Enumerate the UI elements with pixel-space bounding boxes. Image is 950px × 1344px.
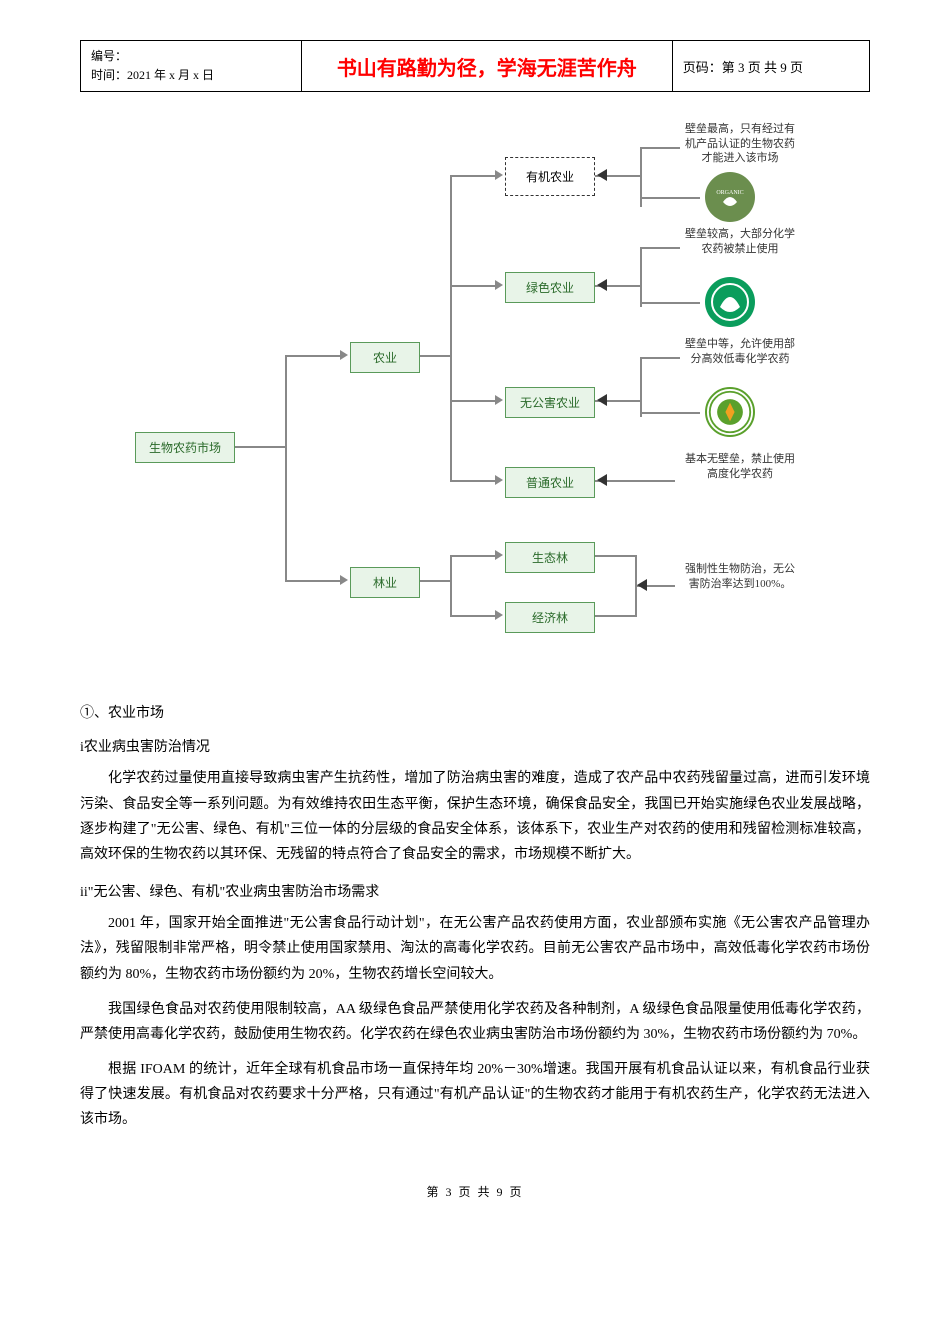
paragraph-4: 根据 IFOAM 的统计，近年全球有机食品市场一直保持年均 20%－30%增速。… bbox=[80, 1057, 870, 1133]
arrow-icon bbox=[495, 395, 503, 405]
line bbox=[595, 480, 675, 482]
arrow-icon bbox=[495, 280, 503, 290]
node-safe: 无公害农业 bbox=[505, 387, 595, 418]
line bbox=[640, 412, 700, 414]
line bbox=[450, 615, 495, 617]
organic-logo-icon: ORGANIC bbox=[705, 172, 755, 222]
node-green: 绿色农业 bbox=[505, 272, 595, 303]
arrow-icon bbox=[340, 350, 348, 360]
page-header: 编号： 时间：2021 年 x 月 x 日 书山有路勤为径，学海无涯苦作舟 页码… bbox=[80, 40, 870, 92]
line bbox=[595, 615, 635, 617]
line bbox=[450, 400, 495, 402]
line bbox=[640, 247, 642, 307]
line bbox=[420, 580, 450, 582]
arrow-icon bbox=[495, 550, 503, 560]
note-organic: 壁垒最高，只有经过有机产品认证的生物农药才能进入该市场 bbox=[680, 122, 800, 165]
line bbox=[450, 175, 452, 480]
note-forest: 强制性生物防治，无公害防治率达到100%。 bbox=[680, 562, 800, 591]
market-diagram: 生物农药市场 农业 林业 有机农业 绿色农业 无公害农业 普通农业 生态林 经济… bbox=[115, 122, 835, 662]
line bbox=[595, 555, 635, 557]
node-agri: 农业 bbox=[350, 342, 420, 373]
doc-time: 时间：2021 年 x 月 x 日 bbox=[91, 66, 291, 85]
section-1-title: ①、农业市场 bbox=[80, 702, 870, 722]
arrow-icon bbox=[597, 279, 607, 291]
node-organic: 有机农业 bbox=[505, 157, 595, 196]
node-econ: 经济林 bbox=[505, 602, 595, 633]
line bbox=[450, 175, 495, 177]
svg-text:ORGANIC: ORGANIC bbox=[716, 190, 743, 196]
line bbox=[640, 302, 700, 304]
node-forest: 林业 bbox=[350, 567, 420, 598]
arrow-icon bbox=[495, 610, 503, 620]
node-eco: 生态林 bbox=[505, 542, 595, 573]
line bbox=[450, 555, 495, 557]
paragraph-3: 我国绿色食品对农药使用限制较高，AA 级绿色食品严禁使用化学农药及各种制剂，A … bbox=[80, 997, 870, 1047]
note-normal: 基本无壁垒，禁止使用高度化学农药 bbox=[680, 452, 800, 481]
arrow-icon bbox=[495, 475, 503, 485]
paragraph-2: 2001 年，国家开始全面推进"无公害食品行动计划"，在无公害产品农药使用方面，… bbox=[80, 911, 870, 987]
note-safe: 壁垒中等，允许使用部分高效低毒化学农药 bbox=[680, 337, 800, 366]
line bbox=[285, 580, 340, 582]
line bbox=[640, 247, 680, 249]
line bbox=[285, 355, 287, 580]
line bbox=[235, 446, 285, 448]
section-2-sub: ii"无公害、绿色、有机"农业病虫害防治市场需求 bbox=[80, 881, 870, 901]
page-footer: 第 3 页 共 9 页 bbox=[80, 1183, 870, 1200]
line bbox=[450, 555, 452, 615]
arrow-icon bbox=[597, 394, 607, 406]
line bbox=[420, 355, 450, 357]
arrow-icon bbox=[340, 575, 348, 585]
green-logo-icon bbox=[705, 277, 755, 327]
paragraph-1: 化学农药过量使用直接导致病虫害产生抗药性，增加了防治病虫害的难度，造成了农产品中… bbox=[80, 766, 870, 867]
arrow-icon bbox=[597, 169, 607, 181]
node-normal: 普通农业 bbox=[505, 467, 595, 498]
line bbox=[640, 147, 680, 149]
section-1-sub: i农业病虫害防治情况 bbox=[80, 736, 870, 756]
header-motto: 书山有路勤为径，学海无涯苦作舟 bbox=[301, 41, 672, 92]
header-page: 页码：第 3 页 共 9 页 bbox=[672, 41, 869, 92]
line bbox=[450, 480, 495, 482]
note-green: 壁垒较高，大部分化学农药被禁止使用 bbox=[680, 227, 800, 256]
line bbox=[640, 357, 680, 359]
safe-logo-icon bbox=[705, 387, 755, 437]
node-root: 生物农药市场 bbox=[135, 432, 235, 463]
line bbox=[640, 357, 642, 417]
line bbox=[450, 285, 495, 287]
arrow-icon bbox=[637, 579, 647, 591]
line bbox=[640, 197, 700, 199]
line bbox=[285, 355, 340, 357]
doc-no: 编号： bbox=[91, 47, 291, 66]
header-left-cell: 编号： 时间：2021 年 x 月 x 日 bbox=[81, 41, 302, 92]
arrow-icon bbox=[597, 474, 607, 486]
arrow-icon bbox=[495, 170, 503, 180]
